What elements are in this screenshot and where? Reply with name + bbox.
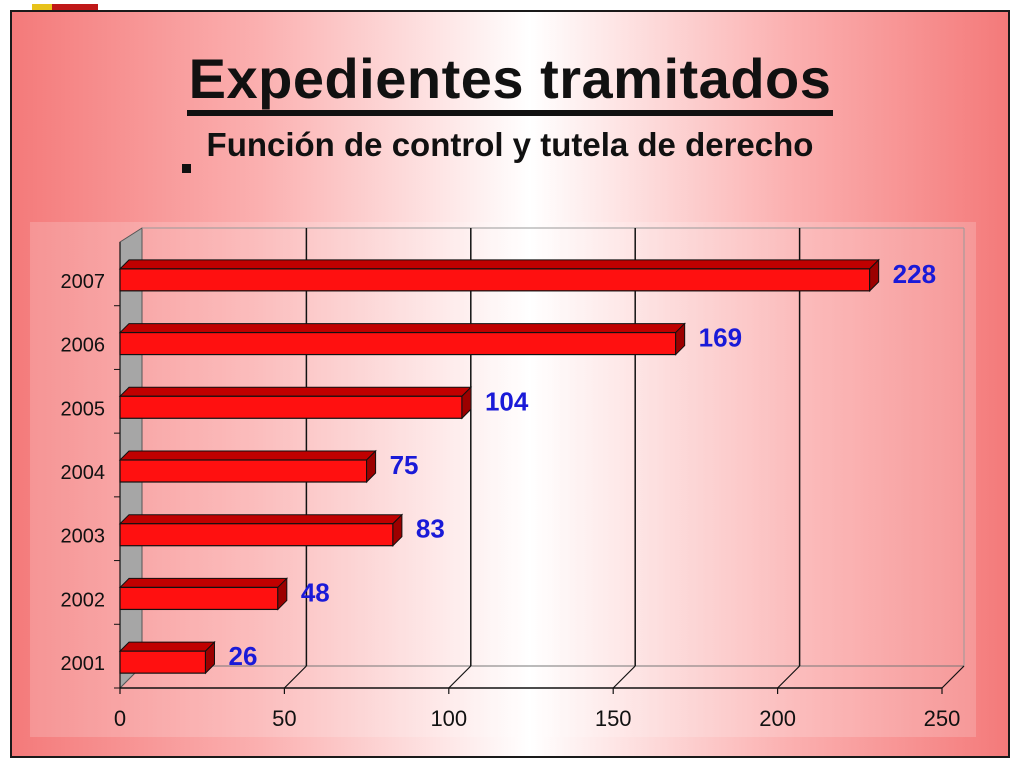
data-label: 228 xyxy=(893,259,936,289)
bar-end xyxy=(869,258,880,293)
bar xyxy=(119,586,279,611)
bar-top xyxy=(118,259,880,270)
floor-gridline xyxy=(777,665,801,689)
bar xyxy=(119,459,368,483)
slide-title: Expedientes tramitados xyxy=(12,46,1008,116)
floor-gridline xyxy=(283,665,307,689)
slide: Expedientes tramitados Función de contro… xyxy=(10,10,1010,758)
bar-top xyxy=(118,386,473,397)
x-tick-label: 50 xyxy=(272,706,296,731)
data-label: 169 xyxy=(699,323,742,353)
y-tick-label: 2006 xyxy=(61,335,106,357)
bar-top xyxy=(118,577,289,588)
bar xyxy=(119,268,871,292)
y-tick-label: 2007 xyxy=(61,271,106,293)
bar xyxy=(119,395,463,419)
x-tick-label: 150 xyxy=(595,706,632,731)
y-tick-label: 2003 xyxy=(61,526,106,548)
bar xyxy=(119,523,394,547)
data-label: 104 xyxy=(485,386,529,416)
bar-top xyxy=(118,514,404,525)
bullet-marker xyxy=(182,164,191,173)
data-label: 75 xyxy=(390,450,419,480)
y-tick-label: 2004 xyxy=(61,462,106,484)
bar-top xyxy=(118,641,216,652)
bar-end xyxy=(204,640,215,675)
bar-end xyxy=(461,386,472,420)
data-label: 83 xyxy=(416,514,445,544)
floor-gridline xyxy=(448,665,472,689)
bar-end xyxy=(366,449,377,484)
bar xyxy=(119,650,207,674)
bar-top xyxy=(118,323,686,334)
y-tick-label: 2005 xyxy=(61,398,106,420)
bar-top xyxy=(118,450,377,461)
slide-title-text: Expedientes tramitados xyxy=(186,48,834,116)
floor-gridline xyxy=(612,665,636,689)
slide-subtitle: Función de control y tutela de derecho xyxy=(206,126,814,163)
bar-end xyxy=(392,513,403,547)
x-tick-label: 250 xyxy=(924,706,961,731)
floor-gridline xyxy=(941,665,965,689)
data-label: 26 xyxy=(228,641,257,671)
data-label: 48 xyxy=(301,577,330,607)
x-tick-label: 0 xyxy=(114,706,126,731)
bar-end xyxy=(277,577,288,611)
y-tick-label: 2002 xyxy=(61,589,106,611)
logo-mark xyxy=(32,4,98,11)
x-tick-label: 100 xyxy=(430,706,467,731)
bar-end xyxy=(675,322,686,356)
bar xyxy=(119,331,677,356)
y-tick-label: 2001 xyxy=(61,653,106,675)
x-tick-label: 200 xyxy=(759,706,796,731)
